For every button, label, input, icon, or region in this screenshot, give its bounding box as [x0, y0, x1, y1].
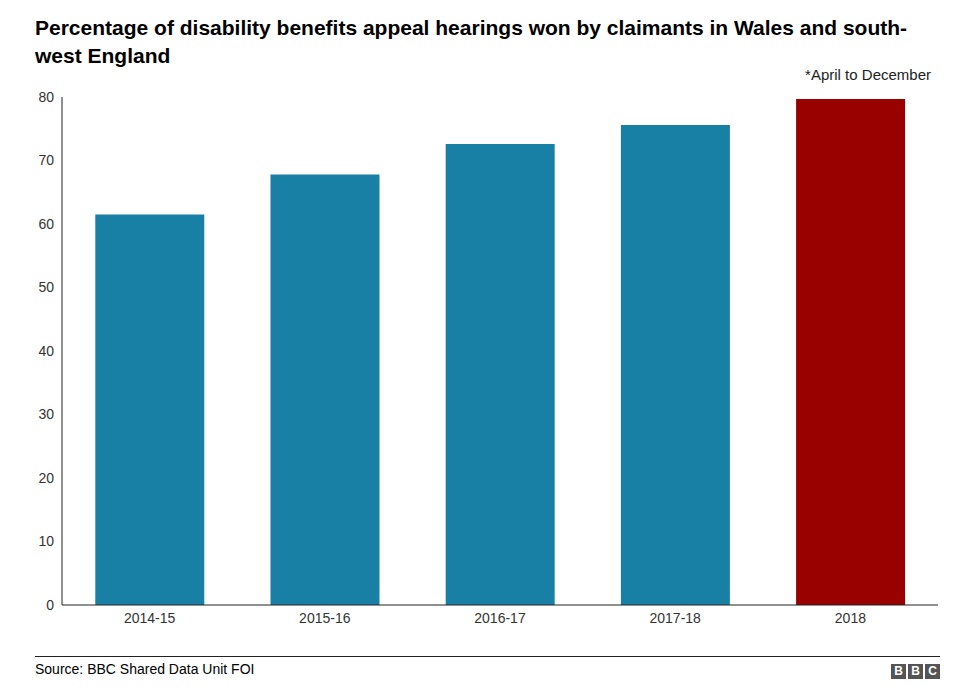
svg-text:2016-17: 2016-17	[474, 610, 526, 626]
svg-text:40: 40	[38, 343, 54, 359]
html-text:B: B	[911, 664, 920, 678]
svg-text:2017-18: 2017-18	[650, 610, 702, 626]
svg-text:2018: 2018	[835, 610, 866, 626]
svg-text:60: 60	[38, 216, 54, 232]
svg-text:2014-15: 2014-15	[124, 610, 176, 626]
svg-text:70: 70	[38, 152, 54, 168]
svg-text:20: 20	[38, 470, 54, 486]
svg-text:30: 30	[38, 406, 54, 422]
html-text:Source: BBC Shared Data Unit F: Source: BBC Shared Data Unit FOI	[35, 661, 255, 677]
html-text:Percentage of disability benef: Percentage of disability benefits appeal…	[35, 16, 908, 67]
html-text:*April to December: *April to December	[805, 66, 931, 83]
html-text:B: B	[894, 664, 903, 678]
svg-text:10: 10	[38, 533, 54, 549]
svg-text:0: 0	[46, 597, 54, 613]
html-text:C: C	[928, 664, 937, 678]
svg-text:80: 80	[38, 89, 54, 105]
svg-text:50: 50	[38, 279, 54, 295]
svg-text:2015-16: 2015-16	[299, 610, 351, 626]
